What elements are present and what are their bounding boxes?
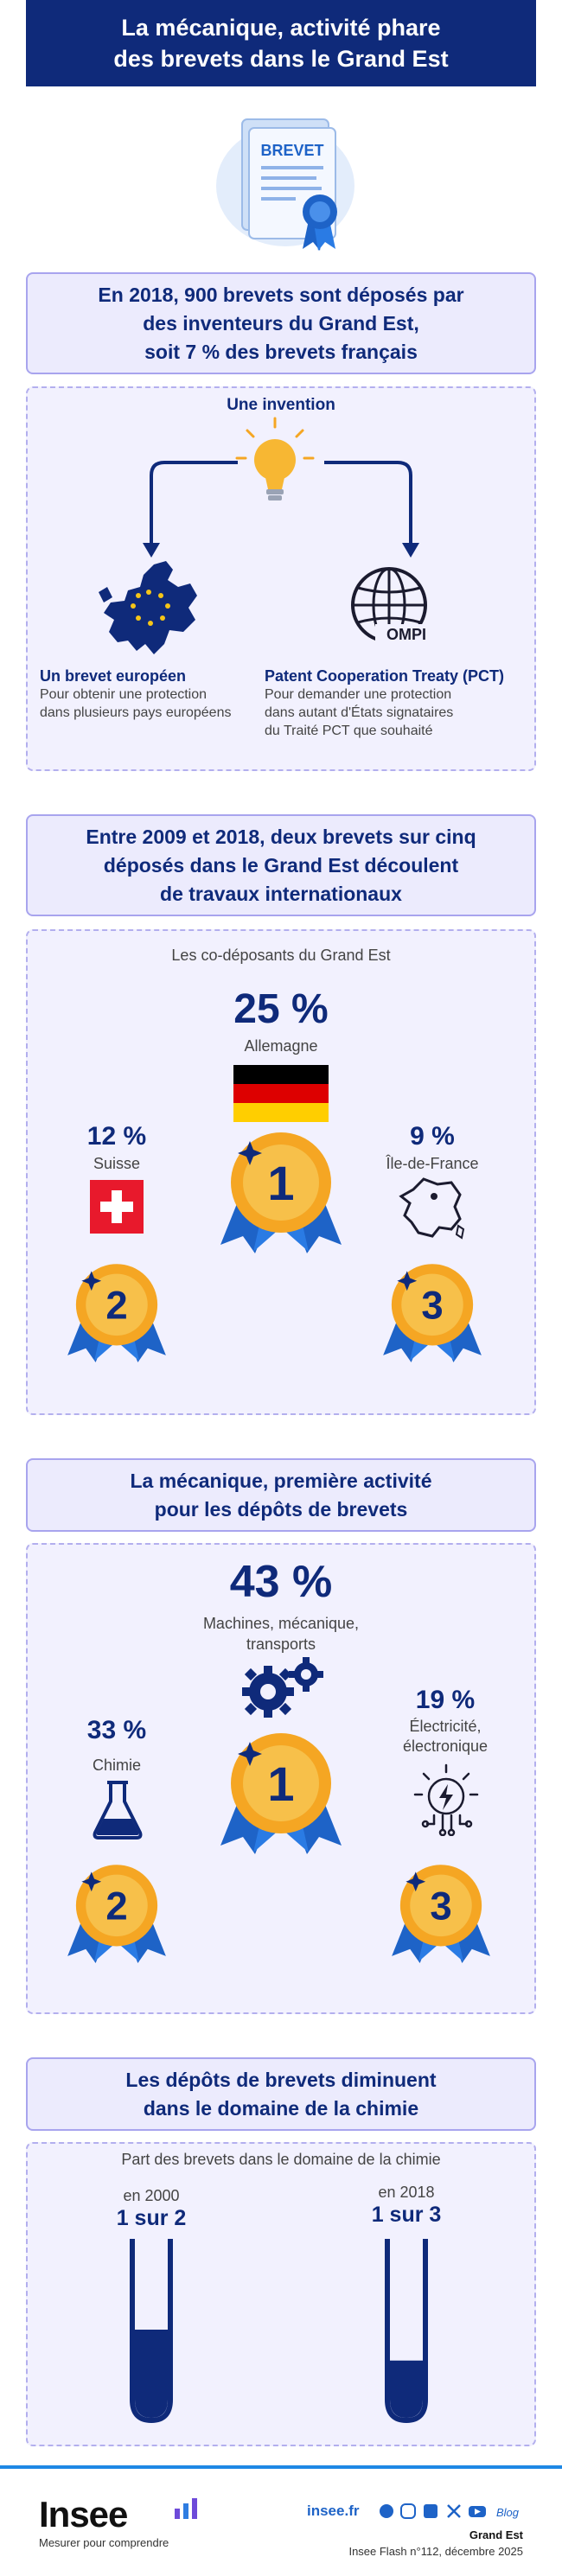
section4-panel: [26, 2142, 536, 2446]
linkedin-icon[interactable]: [424, 2504, 437, 2518]
mech-rank1-number: 1: [267, 1757, 294, 1811]
electricity-value: 19 %: [415, 1686, 476, 1714]
s1-heading-line-1: En 2018, 900 brevets sont déposés par: [98, 283, 464, 306]
ompi-label: OMPI: [386, 626, 426, 643]
mechanics-value: 43 %: [229, 1557, 333, 1607]
year-2018-label: en 2018: [378, 2184, 435, 2201]
france-map-icon: [399, 1177, 465, 1240]
medal-electricity-rank3-icon: 3: [392, 1865, 490, 1963]
switzerland-label: Suisse: [93, 1155, 141, 1172]
switzerland-value: 12 %: [86, 1122, 147, 1151]
insee-site-link[interactable]: insee.fr: [307, 2503, 360, 2519]
electricity-label-1: Électricité,: [409, 1718, 482, 1735]
rank2-number: 2: [105, 1284, 127, 1328]
year-2000-ratio: 1 sur 2: [116, 2206, 187, 2230]
footer-divider: [0, 2465, 562, 2469]
doc-label: BREVET: [260, 142, 323, 159]
insee-tagline: Mesurer pour comprendre: [39, 2536, 169, 2549]
pct-desc-2: dans autant d'États signataires: [265, 705, 454, 720]
social-icons: [380, 2503, 486, 2519]
patent-document-icon: BREVET: [216, 118, 354, 251]
european-patent-block: Un brevet européen Pour obtenir une prot…: [40, 667, 265, 722]
medal-chemistry-rank2-icon: 2: [67, 1865, 166, 1963]
european-patent-desc-1: Pour obtenir une protection: [40, 687, 208, 702]
x-icon[interactable]: [447, 2504, 461, 2518]
insee-logo-bars-icon: [175, 2498, 197, 2519]
section1-panel: [26, 386, 536, 771]
lightbulb-icon: [235, 417, 315, 501]
invention-label: Une invention: [227, 396, 335, 414]
blog-link[interactable]: Blog: [496, 2506, 520, 2519]
pct-desc-3: du Traité PCT que souhaité: [265, 724, 433, 738]
pct-block: Patent Cooperation Treaty (PCT) Pour dem…: [265, 667, 533, 740]
s2-heading-line-3: de travaux internationaux: [160, 882, 402, 905]
year-2000-label: en 2000: [123, 2187, 180, 2204]
section2-heading: Entre 2009 et 2018, deux brevets sur cin…: [26, 814, 536, 916]
rank1-number: 1: [267, 1156, 294, 1210]
bluesky-icon[interactable]: [380, 2504, 393, 2518]
insee-logo: Insee: [39, 2494, 128, 2535]
s1-heading-line-2: des inventeurs du Grand Est,: [143, 311, 419, 335]
germany-flag-icon: [233, 1065, 329, 1122]
germany-value: 25 %: [233, 986, 329, 1032]
footer-region: Grand Est: [469, 2528, 523, 2541]
s4-heading-line-1: Les dépôts de brevets diminuent: [125, 2068, 437, 2091]
codepositants-subtitle: Les co-déposants du Grand Est: [171, 947, 391, 964]
section1-heading: En 2018, 900 brevets sont déposés par de…: [26, 272, 536, 374]
title-line-1: La mécanique, activité phare: [121, 15, 441, 41]
medal-rank3-icon: 3: [383, 1264, 482, 1362]
test-tube-2018-fill: [390, 2360, 423, 2418]
section3-heading: La mécanique, première activité pour les…: [26, 1458, 536, 1532]
mechanics-label-2: transports: [246, 1636, 316, 1653]
pct-title: Patent Cooperation Treaty (PCT): [265, 667, 505, 685]
electricity-label-2: électronique: [402, 1738, 489, 1755]
page-title: La mécanique, activité phare des brevets…: [26, 0, 536, 86]
s4-heading-line-2: dans le domaine de la chimie: [143, 2096, 419, 2120]
pct-desc-1: Pour demander une protection: [265, 687, 452, 702]
medal-rank2-icon: 2: [67, 1264, 166, 1362]
test-tube-2000: [130, 2239, 173, 2424]
s1-heading-line-3: soit 7 % des brevets français: [144, 340, 418, 363]
chemistry-value: 33 %: [86, 1716, 147, 1744]
instagram-icon[interactable]: [400, 2503, 416, 2519]
footer-reference: Insee Flash n°112, décembre 2025: [348, 2545, 523, 2558]
title-line-2: des brevets dans le Grand Est: [113, 46, 449, 72]
chemistry-label: Chimie: [92, 1757, 141, 1774]
s2-heading-line-2: déposés dans le Grand Est découlent: [103, 853, 459, 877]
s3-heading-line-1: La mécanique, première activité: [130, 1469, 432, 1492]
european-patent-desc-2: dans plusieurs pays européens: [40, 705, 232, 720]
ompi-globe-icon: OMPI: [351, 567, 437, 643]
idf-label: Île-de-France: [386, 1155, 479, 1172]
gears-icon: [242, 1657, 323, 1718]
switzerland-flag-icon: [90, 1180, 144, 1234]
european-patent-title: Un brevet européen: [40, 667, 187, 685]
year-2018-ratio: 1 sur 3: [371, 2203, 442, 2227]
medal-mechanics-rank1-icon: 1: [220, 1733, 342, 1854]
chem-rank2-number: 2: [105, 1884, 127, 1929]
elec-rank3-number: 3: [430, 1884, 451, 1929]
invention-arrows: [143, 461, 419, 558]
europe-map-icon: [99, 561, 197, 654]
flask-icon: [93, 1781, 143, 1840]
test-tube-2000-fill: [135, 2330, 168, 2418]
lightning-chip-icon: [413, 1763, 479, 1836]
germany-label: Allemagne: [244, 1037, 318, 1055]
idf-value: 9 %: [410, 1122, 455, 1151]
section4-heading: Les dépôts de brevets diminuent dans le …: [26, 2057, 536, 2131]
electricity-label: Électricité, électronique: [367, 1717, 523, 1757]
s3-heading-line-2: pour les dépôts de brevets: [154, 1497, 408, 1521]
mechanics-label-1: Machines, mécanique,: [202, 1615, 360, 1632]
chemistry-share-subtitle: Part des brevets dans le domaine de la c…: [121, 2151, 441, 2168]
s2-heading-line-1: Entre 2009 et 2018, deux brevets sur cin…: [86, 825, 476, 848]
medal-rank1-icon: 1: [220, 1132, 342, 1253]
mechanics-label: Machines, mécanique, transports: [169, 1613, 393, 1655]
test-tube-2018: [385, 2239, 428, 2424]
rank3-number: 3: [421, 1284, 443, 1328]
